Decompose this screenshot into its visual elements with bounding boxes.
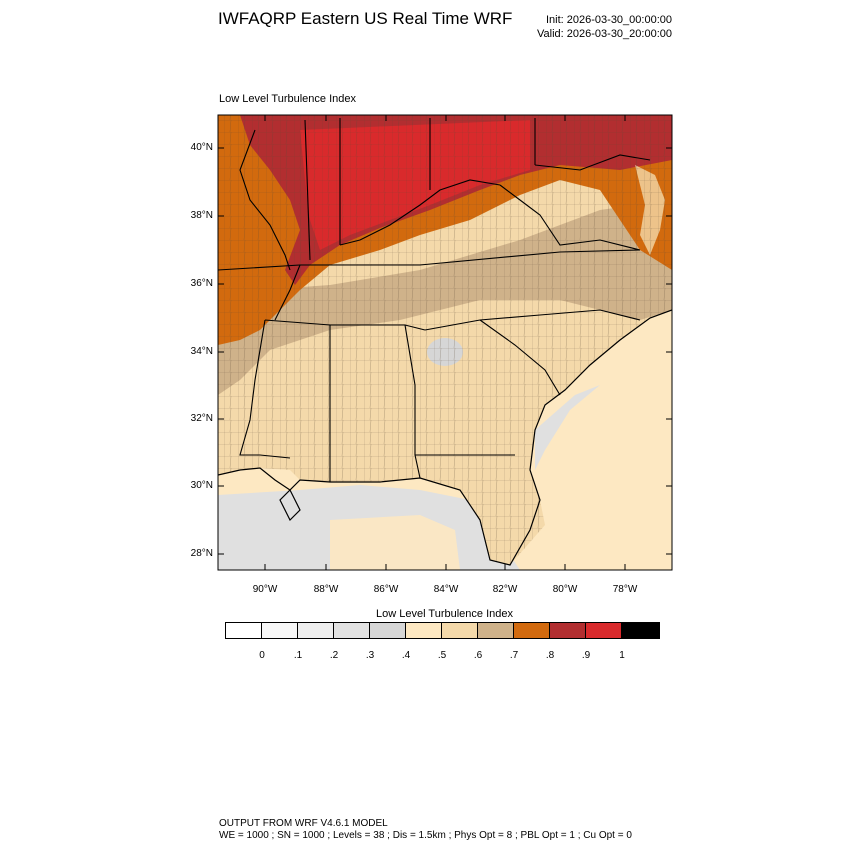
colorbar-tick-label: .9 — [581, 650, 591, 661]
main-title: IWFAQRP Eastern US Real Time WRF — [218, 9, 513, 28]
colorbar — [225, 622, 660, 639]
lat-label-28n: 28°N — [190, 548, 213, 559]
colorbar-tick-label: .4 — [401, 650, 411, 661]
colorbar-swatch — [406, 623, 442, 638]
lon-label-88w: 88°W — [313, 584, 339, 595]
colorbar-tick-label: 0 — [259, 650, 265, 661]
colorbar-title: Low Level Turbulence Index — [376, 608, 513, 620]
colorbar-swatch — [478, 623, 514, 638]
colorbar-tick-label: .8 — [545, 650, 555, 661]
colorbar-tick-label: .5 — [437, 650, 447, 661]
colorbar-tick-label: 1 — [619, 650, 625, 661]
colorbar-swatch — [442, 623, 478, 638]
colorbar-tick-label: .6 — [473, 650, 483, 661]
map-field — [218, 115, 672, 570]
colorbar-tick-label: .1 — [293, 650, 303, 661]
colorbar-tick-label: .3 — [365, 650, 375, 661]
colorbar-swatch — [334, 623, 370, 638]
footer-line-1: OUTPUT FROM WRF V4.6.1 MODEL — [219, 818, 388, 829]
coastline — [218, 309, 672, 566]
colorbar-swatch — [262, 623, 298, 638]
turbulence-map — [217, 114, 673, 571]
colorbar-swatch — [514, 623, 550, 638]
lat-label-30n: 30°N — [190, 480, 213, 491]
colorbar-swatch — [226, 623, 262, 638]
lon-label-84w: 84°W — [433, 584, 459, 595]
lon-label-82w: 82°W — [492, 584, 518, 595]
lon-label-80w: 80°W — [552, 584, 578, 595]
lon-label-86w: 86°W — [373, 584, 399, 595]
valid-time: Valid: 2026-03-30_20:00:00 — [537, 28, 672, 40]
lon-label-90w: 90°W — [252, 584, 278, 595]
lon-label-78w: 78°W — [612, 584, 638, 595]
colorbar-tick-label: .2 — [329, 650, 339, 661]
lat-label-40n: 40°N — [190, 142, 213, 153]
colorbar-tick-label: .7 — [509, 650, 519, 661]
lat-label-32n: 32°N — [190, 413, 213, 424]
lat-label-36n: 36°N — [190, 278, 213, 289]
axis-ticks — [218, 115, 672, 570]
init-time: Init: 2026-03-30_00:00:00 — [546, 14, 672, 26]
model-footer: OUTPUT FROM WRF V4.6.1 MODEL WE = 1000 ;… — [219, 818, 632, 842]
colorbar-swatch — [550, 623, 586, 638]
colorbar-swatch — [586, 623, 622, 638]
map-frame — [217, 114, 673, 571]
lat-label-34n: 34°N — [190, 346, 213, 357]
colorbar-swatch — [622, 623, 659, 638]
footer-line-2: WE = 1000 ; SN = 1000 ; Levels = 38 ; Di… — [219, 830, 632, 841]
state-borders — [218, 118, 651, 482]
init-valid-times: Init: 2026-03-30_00:00:00 Valid: 2026-03… — [537, 13, 672, 41]
lat-label-38n: 38°N — [190, 210, 213, 221]
county-lines — [218, 115, 672, 565]
colorbar-swatch — [298, 623, 334, 638]
plot-title: Low Level Turbulence Index — [219, 93, 356, 105]
colorbar-swatch — [370, 623, 406, 638]
